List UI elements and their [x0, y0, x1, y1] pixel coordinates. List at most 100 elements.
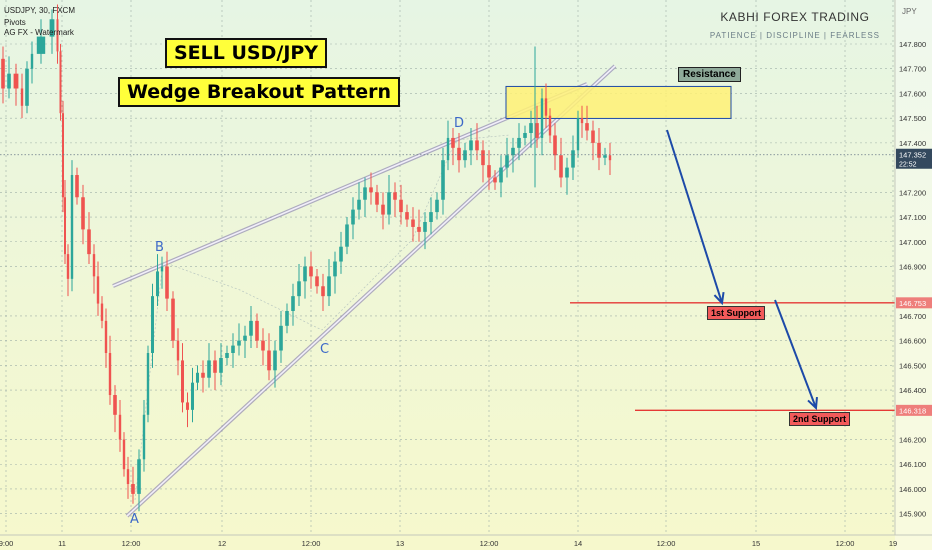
candle-body	[261, 340, 265, 351]
candle-body	[297, 281, 301, 297]
price-tick-label: 146.400	[899, 386, 926, 395]
candle-body	[96, 276, 100, 304]
price-tick-label: 147.600	[899, 89, 926, 98]
candle-body	[529, 123, 533, 133]
candle-body	[429, 212, 433, 222]
candle-body	[291, 296, 295, 311]
candle-body	[381, 204, 385, 215]
candle-body	[108, 353, 112, 396]
candle-body	[191, 382, 194, 410]
symbol-line: USDJPY, 30, FXCM	[4, 6, 75, 15]
price-tick-label: 146.000	[899, 485, 926, 494]
time-tick-label: 12:00	[122, 539, 141, 548]
price-tick-label: 147.800	[899, 40, 926, 49]
candle-body	[565, 167, 569, 178]
candle-body	[273, 350, 277, 371]
candle-body	[131, 484, 135, 494]
candle-body	[156, 271, 159, 297]
candle-body	[487, 165, 491, 178]
candle-body	[181, 360, 184, 403]
candle-body	[315, 276, 319, 287]
projection-arrow-1	[666, 129, 723, 304]
candle-body	[511, 147, 515, 156]
candle-body	[171, 298, 175, 341]
projection-arrow-1-head	[713, 291, 725, 306]
candle-body	[66, 254, 70, 279]
candle-body	[481, 150, 485, 166]
candle-body	[411, 219, 415, 227]
point-c-label: C	[320, 342, 330, 357]
indicator-pivots: Pivots	[4, 18, 26, 27]
candle-body	[357, 199, 361, 210]
candle-body	[165, 266, 169, 299]
candle-body	[7, 73, 11, 89]
candle-body	[559, 155, 563, 178]
candle-body	[196, 372, 199, 383]
candle-body	[219, 357, 223, 373]
candle-body	[160, 266, 164, 272]
candle-body	[571, 150, 575, 168]
candle-body	[333, 261, 337, 277]
time-tick-label: 15	[752, 539, 760, 548]
candle-body	[186, 402, 189, 410]
time-tick-label: 19	[889, 539, 897, 548]
candle-body	[118, 414, 122, 440]
candle-body	[553, 135, 557, 156]
support-price-text: 146.753	[899, 299, 926, 308]
price-tick-label: 146.100	[899, 460, 926, 469]
candle-body	[25, 68, 29, 106]
point-a-label: A	[130, 512, 139, 527]
price-tick-label: 147.700	[899, 65, 926, 74]
price-axis: 147.800 147.700 147.600 147.500 147.400 147.2…	[894, 0, 932, 550]
candle-body	[49, 19, 55, 37]
price-tick-label: 146.700	[899, 312, 926, 321]
candle-body	[126, 469, 130, 485]
candle-body	[20, 88, 24, 106]
support1-label: 1st Support	[707, 306, 766, 320]
brand-watermark: KABHI FOREX TRADING PATIENCE | DISCIPLIN…	[710, 10, 880, 40]
candle-body	[255, 320, 259, 341]
time-tick-label: 13	[396, 539, 404, 548]
candle-body	[345, 224, 349, 247]
candle-body	[285, 310, 289, 326]
candle-body	[176, 340, 180, 361]
point-d-label: D	[454, 116, 465, 131]
candle-body	[104, 320, 108, 353]
time-tick-label: 12	[218, 539, 226, 548]
point-b-label: B	[155, 240, 164, 255]
candle-body	[544, 98, 548, 116]
price-tick-label: 146.200	[899, 436, 926, 445]
time-tick-label: 9:00	[0, 539, 13, 548]
candle-body	[267, 350, 271, 371]
resistance-zone	[505, 85, 732, 119]
candle-body	[435, 199, 439, 213]
candle-body	[339, 246, 343, 262]
candle-body	[201, 372, 205, 378]
candle-body	[517, 137, 521, 148]
candle-body	[327, 276, 331, 297]
candle-body	[451, 137, 455, 148]
time-tick-label: 12:00	[480, 539, 499, 548]
price-tick-label: 147.200	[899, 188, 926, 197]
candle-body	[399, 199, 403, 213]
candle-body	[423, 221, 427, 232]
price-tick-label: 147.100	[899, 213, 926, 222]
candle-body	[137, 459, 141, 494]
candle-body	[30, 53, 34, 69]
candle-body	[225, 353, 229, 358]
arrow-layer	[666, 129, 818, 411]
indicator-watermark: AG FX - Watermark	[4, 28, 74, 37]
brand-name: KABHI FOREX TRADING	[720, 10, 870, 24]
support-price-text: 146.318	[899, 406, 926, 415]
candle-body	[540, 98, 544, 138]
countdown-text: 22:52	[899, 162, 917, 169]
candle-body	[113, 395, 117, 415]
candle-body	[576, 118, 580, 151]
candle-body	[535, 123, 539, 138]
candle-body	[363, 187, 367, 200]
candle-body	[243, 335, 247, 341]
candle-body	[309, 266, 313, 277]
candle-body	[441, 160, 445, 200]
